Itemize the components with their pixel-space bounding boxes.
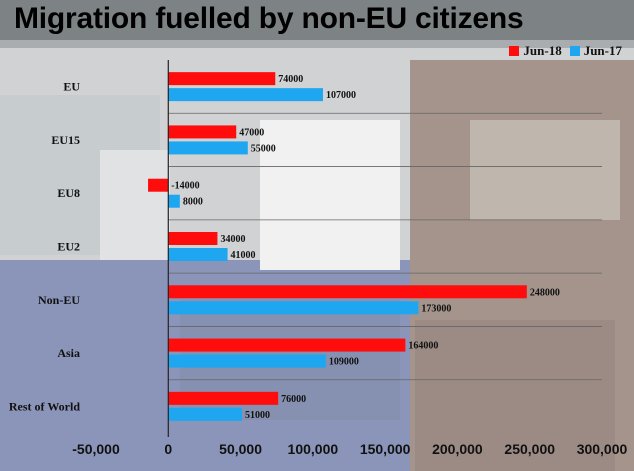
bar-chart: 74000 107000 EU 47000 55000 EU15 -14000 8000 EU8… <box>0 0 634 471</box>
value-label: 109000 <box>329 357 359 368</box>
bar-jun-17-eu2 <box>168 248 227 261</box>
category-label-non-eu: Non-EU <box>38 293 80 307</box>
category-label-eu2: EU2 <box>57 240 80 254</box>
bar-jun-17-eu15 <box>168 141 248 154</box>
x-tick-label: 200,000 <box>432 441 483 457</box>
category-label-asia: Asia <box>57 346 80 360</box>
category-label-eu15: EU15 <box>51 133 80 147</box>
bar-jun-17-asia <box>168 355 326 368</box>
value-label: 173000 <box>421 303 451 314</box>
x-tick-label: 150,000 <box>360 441 411 457</box>
x-tick-label: 0 <box>164 441 172 457</box>
value-label: 34000 <box>220 234 245 245</box>
value-label: 55000 <box>251 143 276 154</box>
bar-jun-17-eu <box>168 88 323 101</box>
x-tick-label: -50,000 <box>72 441 120 457</box>
value-label: 76000 <box>281 394 306 405</box>
bar-jun-18-eu15 <box>168 125 236 138</box>
x-tick-label: 100,000 <box>288 441 339 457</box>
bar-jun-17-non-eu <box>168 301 418 314</box>
category-label-eu8: EU8 <box>57 186 80 200</box>
value-label: 74000 <box>278 74 303 85</box>
bar-jun-17-rest-of-world <box>168 408 242 421</box>
x-tick-label: 50,000 <box>219 441 262 457</box>
bar-jun-18-non-eu <box>168 285 527 298</box>
value-label: 248000 <box>530 287 560 298</box>
bar-jun-18-eu2 <box>168 232 217 245</box>
value-label: 107000 <box>326 90 356 101</box>
bar-jun-18-rest-of-world <box>168 392 278 405</box>
category-label-rest-of-world: Rest of World <box>9 399 80 413</box>
bar-jun-17-eu8 <box>168 195 180 208</box>
value-label: 47000 <box>239 127 264 138</box>
x-tick-label: 300,000 <box>577 441 628 457</box>
value-label: 8000 <box>183 197 203 208</box>
bar-jun-18-eu8 <box>148 179 168 192</box>
value-label: 164000 <box>408 341 438 352</box>
bar-jun-18-eu <box>168 72 275 85</box>
value-label: 51000 <box>245 410 270 421</box>
value-label: 41000 <box>231 250 256 261</box>
category-label-eu: EU <box>63 80 80 94</box>
x-tick-label: 250,000 <box>504 441 555 457</box>
bar-jun-18-asia <box>168 339 405 352</box>
value-label: -14000 <box>171 181 199 192</box>
